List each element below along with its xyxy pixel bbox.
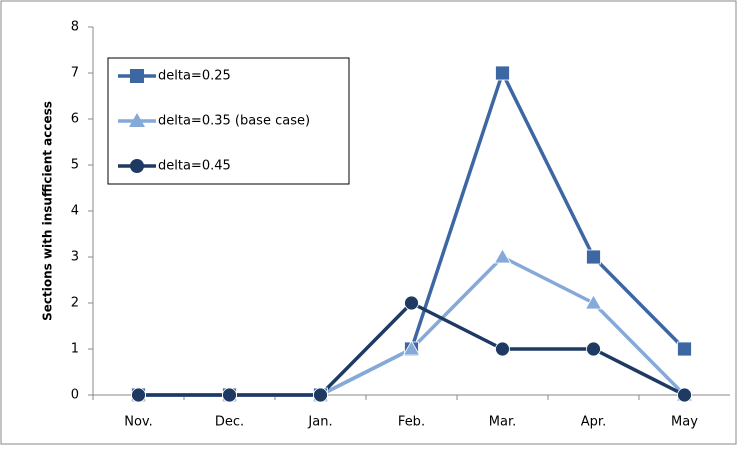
data-point xyxy=(586,249,601,265)
y-tick-label: 4 xyxy=(71,204,79,219)
x-tick-label: Jan. xyxy=(307,415,332,430)
y-tick-label: 6 xyxy=(71,112,79,127)
legend-label: delta=0.35 (base case) xyxy=(158,114,310,129)
y-tick-label: 8 xyxy=(71,20,79,35)
data-point xyxy=(404,295,419,311)
data-point xyxy=(584,294,603,310)
legend-marker xyxy=(129,113,145,127)
x-tick-label: Dec. xyxy=(215,415,244,430)
data-point xyxy=(402,340,421,356)
data-point xyxy=(677,341,692,357)
y-tick-label: 2 xyxy=(71,296,79,311)
data-point xyxy=(495,65,510,81)
y-tick-label: 0 xyxy=(71,388,79,403)
x-tick-label: May xyxy=(671,415,698,430)
data-point xyxy=(313,387,328,403)
x-tick-label: Feb. xyxy=(398,415,425,430)
x-tick-label: Mar. xyxy=(489,415,516,430)
y-tick-label: 7 xyxy=(71,66,79,81)
data-point xyxy=(586,341,601,357)
x-tick-label: Nov. xyxy=(124,415,153,430)
y-tick-label: 5 xyxy=(71,158,79,173)
legend-marker xyxy=(130,159,144,173)
legend-label: delta=0.25 xyxy=(158,69,231,84)
legend-marker xyxy=(130,69,144,83)
data-point xyxy=(493,248,512,264)
data-point xyxy=(495,341,510,357)
x-tick-label: Apr. xyxy=(581,415,606,430)
legend-label: delta=0.45 xyxy=(158,159,231,174)
y-tick-label: 3 xyxy=(71,250,79,265)
data-point xyxy=(222,387,237,403)
y-tick-label: 1 xyxy=(71,342,79,357)
data-point xyxy=(131,387,146,403)
data-point xyxy=(677,387,692,403)
y-axis-label: Sections with insufficient access xyxy=(41,101,55,321)
